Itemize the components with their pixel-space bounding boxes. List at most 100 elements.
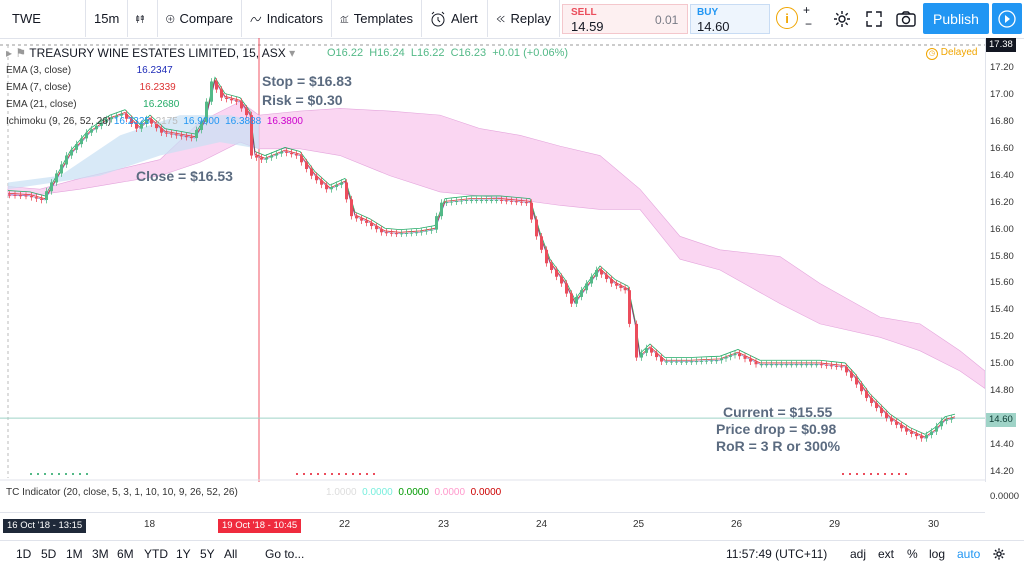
indicators-label: Indicators <box>266 11 323 26</box>
add-circle-icon <box>166 14 175 23</box>
alarm-clock-icon <box>431 11 445 26</box>
price-scale[interactable]: 17.38 17.20 17.00 16.80 16.60 16.40 16.20 16.0… <box>985 38 1024 502</box>
close-annotation: Close = $16.53 <box>136 168 233 184</box>
settings-gear-icon[interactable] <box>832 9 852 34</box>
ema3-value: 16.2347 <box>136 65 173 76</box>
candle-body <box>733 353 737 356</box>
range-button-6m[interactable]: 6M <box>117 547 134 561</box>
candle-body <box>705 360 708 362</box>
candle-body <box>220 89 223 98</box>
candle-body <box>855 377 858 385</box>
publish-label: Publish <box>933 10 979 27</box>
range-button-1y[interactable]: 1Y <box>176 547 191 561</box>
goto-button[interactable]: Go to... <box>265 547 305 561</box>
cursor-time-tag: 19 Oct '18 - 10:45 <box>218 519 302 533</box>
dropdown-icon[interactable]: ▾ <box>289 46 296 60</box>
ema7-legend[interactable]: EMA (7, close) 16.2339 <box>6 82 176 93</box>
stream-button[interactable] <box>992 3 1022 34</box>
minus-icon[interactable]: − <box>805 17 813 31</box>
alert-button[interactable]: Alert <box>422 0 488 37</box>
bottom-settings-gear-icon[interactable] <box>992 547 1006 566</box>
templates-button[interactable]: Templates <box>332 0 422 37</box>
candle-body <box>235 100 238 102</box>
candle-body <box>60 164 63 174</box>
tc-indicator-legend[interactable]: TC Indicator (20, close, 5, 3, 1, 10, 10… <box>6 487 301 498</box>
ema21-legend[interactable]: EMA (21, close) 16.2680 <box>6 99 179 110</box>
range-button-all[interactable]: All <box>224 547 238 561</box>
publish-button[interactable]: Publish <box>923 3 989 34</box>
candle-body <box>260 157 263 160</box>
tc-signal-dot <box>72 473 74 475</box>
range-button-5d[interactable]: 5D <box>41 547 57 561</box>
candle-body <box>160 128 163 133</box>
candle-body <box>485 199 488 201</box>
ext-toggle[interactable]: ext <box>878 547 895 561</box>
candle-body <box>555 270 558 277</box>
compare-button[interactable]: Compare <box>158 0 242 37</box>
candle-body <box>505 200 508 202</box>
price-tick-label: 15.60 <box>990 277 1014 289</box>
ichimoku-value-3: 16.3888 <box>225 116 262 127</box>
last-price-tag: 14.60 <box>986 413 1016 427</box>
symbol-flag-icon: ⚑ <box>15 46 27 60</box>
delayed-badge[interactable]: ◷ Delayed <box>926 47 977 60</box>
log-toggle[interactable]: log <box>929 547 946 561</box>
tc-signal-dot <box>863 473 865 475</box>
candle-body <box>540 236 543 250</box>
price-tick-label: 16.20 <box>990 196 1014 208</box>
date-tick-label: 30 <box>928 519 940 530</box>
info-icon[interactable]: i <box>776 7 798 29</box>
indicators-button[interactable]: Indicators <box>242 0 332 37</box>
candle-body <box>865 391 868 398</box>
candle-body <box>780 364 783 366</box>
tc-signal-dot <box>877 473 879 475</box>
candle-body <box>645 348 648 353</box>
ichimoku-legend[interactable]: Ichimoku (9, 26, 52, 26) 16.2325 2175 16… <box>6 116 303 127</box>
fullscreen-icon[interactable] <box>864 9 884 34</box>
range-button-5y[interactable]: 5Y <box>200 547 215 561</box>
collapse-icon[interactable]: ▸ <box>6 46 13 60</box>
price-tick-label: 14.80 <box>990 385 1014 397</box>
stop-annotation: Stop = $16.83 <box>262 73 352 89</box>
change-value: +0.01 (+0.06%) <box>492 47 569 59</box>
date-tick-label: 24 <box>536 519 548 530</box>
camera-icon[interactable] <box>895 9 917 34</box>
sell-button[interactable]: SELL 14.59 0.01 <box>562 4 688 34</box>
candle-body <box>585 283 588 291</box>
price-tick-label: 16.60 <box>990 142 1014 154</box>
range-button-ytd[interactable]: YTD <box>144 547 168 561</box>
percent-toggle[interactable]: % <box>907 547 918 561</box>
candle-body <box>850 372 853 378</box>
tc-signal-dot <box>905 473 907 475</box>
candle-body <box>435 216 438 230</box>
time-scale[interactable]: 16 Oct '18 - 13:15 18 22 23 24 25 26 29 30 19 O… <box>0 512 985 541</box>
symbol-search[interactable]: TWE <box>0 0 86 37</box>
ema3-legend[interactable]: EMA (3, close) 16.2347 <box>6 65 173 76</box>
candle-body <box>210 81 213 102</box>
candle-body <box>40 198 43 200</box>
candle-body <box>619 285 623 288</box>
range-button-1m[interactable]: 1M <box>66 547 83 561</box>
ema7-value: 16.2339 <box>139 82 176 93</box>
auto-toggle[interactable]: auto <box>957 547 981 561</box>
range-button-3m[interactable]: 3M <box>92 547 109 561</box>
candle-body <box>75 144 78 150</box>
buy-button[interactable]: BUY 14.60 <box>690 4 770 34</box>
chart-pane[interactable]: ▸ ⚑ TREASURY WINE ESTATES LIMITED, 15, A… <box>0 38 985 498</box>
tc-signal-dot <box>51 473 53 475</box>
tc-signal-dot <box>296 473 298 475</box>
candle-body <box>390 232 393 234</box>
plus-icon[interactable]: + <box>803 3 811 17</box>
replay-button[interactable]: Replay <box>488 0 560 37</box>
date-tick-label: 29 <box>829 519 841 530</box>
interval-button[interactable]: 15m <box>86 0 128 37</box>
play-icon <box>998 9 1016 28</box>
candle-body <box>640 352 643 358</box>
candle-body <box>875 402 878 409</box>
range-button-1d[interactable]: 1D <box>16 547 32 561</box>
tc-signal-dot <box>345 473 347 475</box>
tc-signal-dot <box>359 473 361 475</box>
adj-toggle[interactable]: adj <box>850 547 867 561</box>
chart-style-button[interactable] <box>128 0 158 37</box>
candle-body <box>738 353 741 357</box>
